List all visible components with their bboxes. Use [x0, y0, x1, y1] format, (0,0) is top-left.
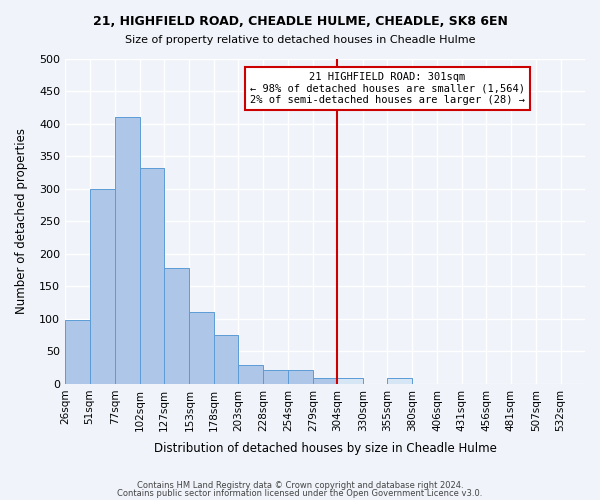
Text: Contains HM Land Registry data © Crown copyright and database right 2024.: Contains HM Land Registry data © Crown c…: [137, 481, 463, 490]
Bar: [313, 378, 337, 384]
Bar: [89, 189, 115, 384]
Bar: [190, 312, 214, 384]
Bar: [387, 378, 412, 384]
Bar: [289, 370, 313, 384]
Bar: [115, 118, 140, 384]
Bar: [214, 334, 238, 384]
Bar: [140, 168, 164, 384]
Text: Size of property relative to detached houses in Cheadle Hulme: Size of property relative to detached ho…: [125, 35, 475, 45]
Bar: [337, 378, 363, 384]
Text: 21, HIGHFIELD ROAD, CHEADLE HULME, CHEADLE, SK8 6EN: 21, HIGHFIELD ROAD, CHEADLE HULME, CHEAD…: [92, 15, 508, 28]
Text: Contains public sector information licensed under the Open Government Licence v3: Contains public sector information licen…: [118, 488, 482, 498]
Y-axis label: Number of detached properties: Number of detached properties: [15, 128, 28, 314]
Bar: [263, 370, 289, 384]
Bar: [65, 320, 89, 384]
X-axis label: Distribution of detached houses by size in Cheadle Hulme: Distribution of detached houses by size …: [154, 442, 496, 455]
Bar: [164, 268, 190, 384]
Bar: [238, 365, 263, 384]
Text: 21 HIGHFIELD ROAD: 301sqm
← 98% of detached houses are smaller (1,564)
2% of sem: 21 HIGHFIELD ROAD: 301sqm ← 98% of detac…: [250, 72, 525, 105]
